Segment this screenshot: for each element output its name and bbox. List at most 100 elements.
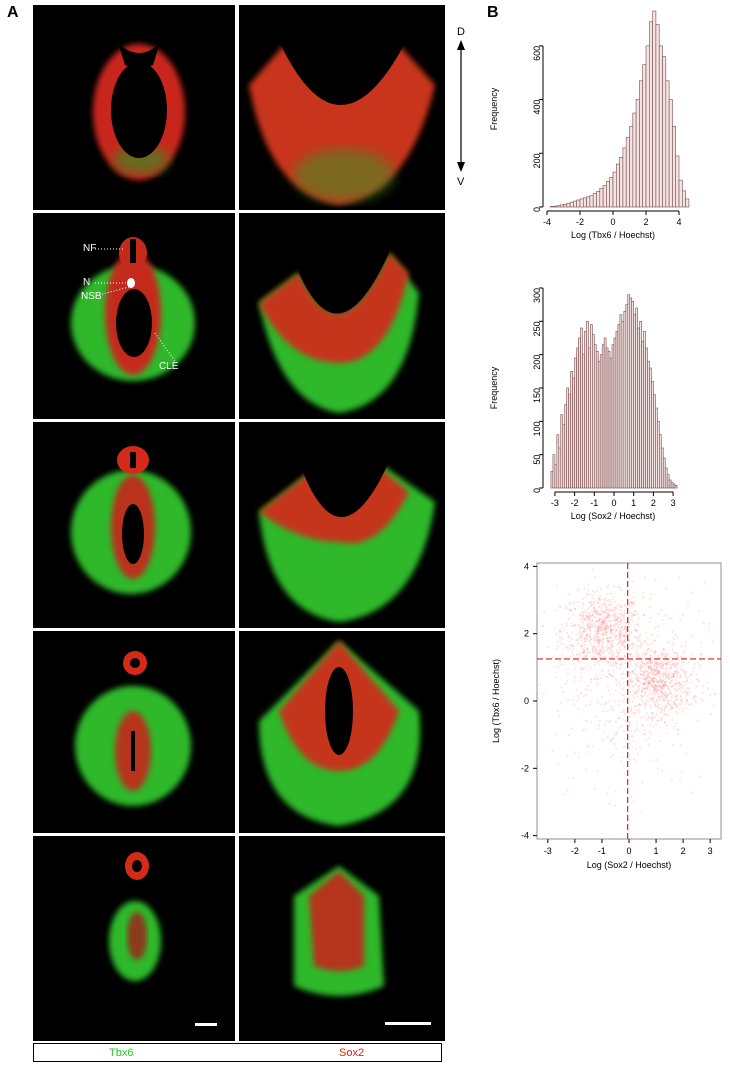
scatter-point [658,663,661,666]
scatter-point [690,703,693,706]
scatter-point [648,667,651,670]
scatter-point [589,610,592,613]
scatter-point [589,626,592,629]
scatter-point [604,624,607,627]
scatter-point [710,712,713,715]
scatter-point [593,602,596,605]
scatter-point [654,689,657,692]
scatter-point [598,612,601,615]
scatter-point [675,663,678,666]
scatter-point [607,661,610,664]
scatter-point [651,698,654,701]
scatter-point [629,600,632,603]
scatter-point [599,630,602,633]
scatter-point [596,701,599,704]
scatter-point [685,680,688,683]
scatter-point [609,601,612,604]
scatter-point [661,679,664,682]
scatter-point [668,681,671,684]
scatter-point [649,706,652,709]
scatter-point [683,670,686,673]
histogram-bar [622,147,627,208]
scatter-point [655,673,658,676]
scatter-point [655,665,658,668]
scatter-point [593,637,596,640]
scatter-point [637,665,640,668]
scatter-point [667,694,670,697]
scatter-point [649,703,652,706]
scatter-point [600,648,603,651]
scatter-point [601,645,604,648]
scatter-point [638,702,641,705]
scatter-point [630,795,633,798]
scatter-point [712,704,715,707]
scatter-point [609,631,612,634]
scatter-point [624,621,627,624]
micrograph-row2-overview: NF N NSB CLE [33,213,235,419]
scatter-point [609,592,612,595]
scatter-point [648,679,651,682]
scatter-point [640,670,643,673]
scatter-point [643,687,646,690]
scatter-point [677,687,680,690]
scatter-point [649,597,652,600]
scatter-point [629,721,632,724]
scatter-point [665,695,668,698]
scatter-point [609,740,612,743]
micrograph-row5-zoom [239,836,445,1041]
scatter-point [606,710,609,713]
scatter-point [606,736,609,739]
scatter-point [665,662,668,665]
scatter-point [581,621,584,624]
scatter-point [640,661,643,664]
scatter-point [648,620,651,623]
scatter-point [593,625,596,628]
scatter-point [643,639,646,642]
scatter-point [658,695,661,698]
scatter-point [542,692,545,695]
scatter-point [636,679,639,682]
scatter-point [658,704,661,707]
scatter-point [678,681,681,684]
scatter-point [576,654,579,657]
scatter-point [565,624,568,627]
scatter-point [579,679,582,682]
scatter-point [569,609,572,612]
scatter-point [693,662,696,665]
scatter-point [611,753,614,756]
scatter-point [595,673,598,676]
scatter-point [637,684,640,687]
scatter-point [627,671,630,674]
scatter-point [615,732,618,735]
scatter-point [639,676,642,679]
scatter-point [645,687,648,690]
scatter-point [672,744,675,747]
scatter-point [648,661,651,664]
scatter-point [597,663,600,666]
scatter-point [611,598,614,601]
y-tick-label: 2 [524,629,529,639]
scatter-point [601,610,604,613]
scatter-point [606,637,609,640]
scatter-point [605,627,608,630]
scatter-point [591,745,594,748]
scatter-point [672,684,675,687]
scatter-point [622,629,625,632]
histogram-bar [672,126,676,208]
scatter-point [605,609,608,612]
scatter-point [666,687,669,690]
x-tick-label: -3 [551,498,559,508]
scatter-point [650,669,653,672]
scatter-point [607,669,610,672]
scatter-point [683,689,686,692]
scatter-point [606,616,609,619]
scatter-point [597,650,600,653]
scatter-point [636,652,639,655]
scatter-point [647,665,650,668]
scatter-point [588,583,591,586]
scale-bar [195,1023,217,1026]
scatter-point [665,696,668,699]
scatter-point [663,685,666,688]
histogram-bar [586,196,591,208]
scatter-point [589,700,592,703]
